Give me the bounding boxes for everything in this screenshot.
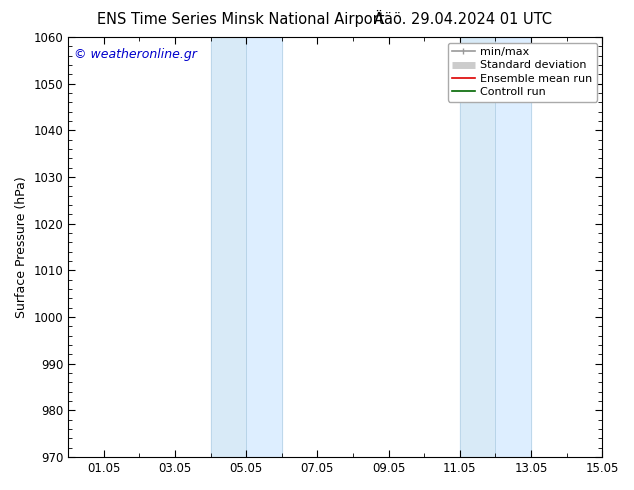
Text: © weatheronline.gr: © weatheronline.gr xyxy=(74,48,197,61)
Bar xyxy=(460,37,496,457)
Legend: min/max, Standard deviation, Ensemble mean run, Controll run: min/max, Standard deviation, Ensemble me… xyxy=(448,43,597,101)
Bar xyxy=(496,37,531,457)
Bar xyxy=(246,37,282,457)
Text: ENS Time Series Minsk National Airport: ENS Time Series Minsk National Airport xyxy=(97,12,385,27)
Bar xyxy=(210,37,246,457)
Y-axis label: Surface Pressure (hPa): Surface Pressure (hPa) xyxy=(15,176,28,318)
Text: Ääö. 29.04.2024 01 UTC: Ääö. 29.04.2024 01 UTC xyxy=(374,12,552,27)
